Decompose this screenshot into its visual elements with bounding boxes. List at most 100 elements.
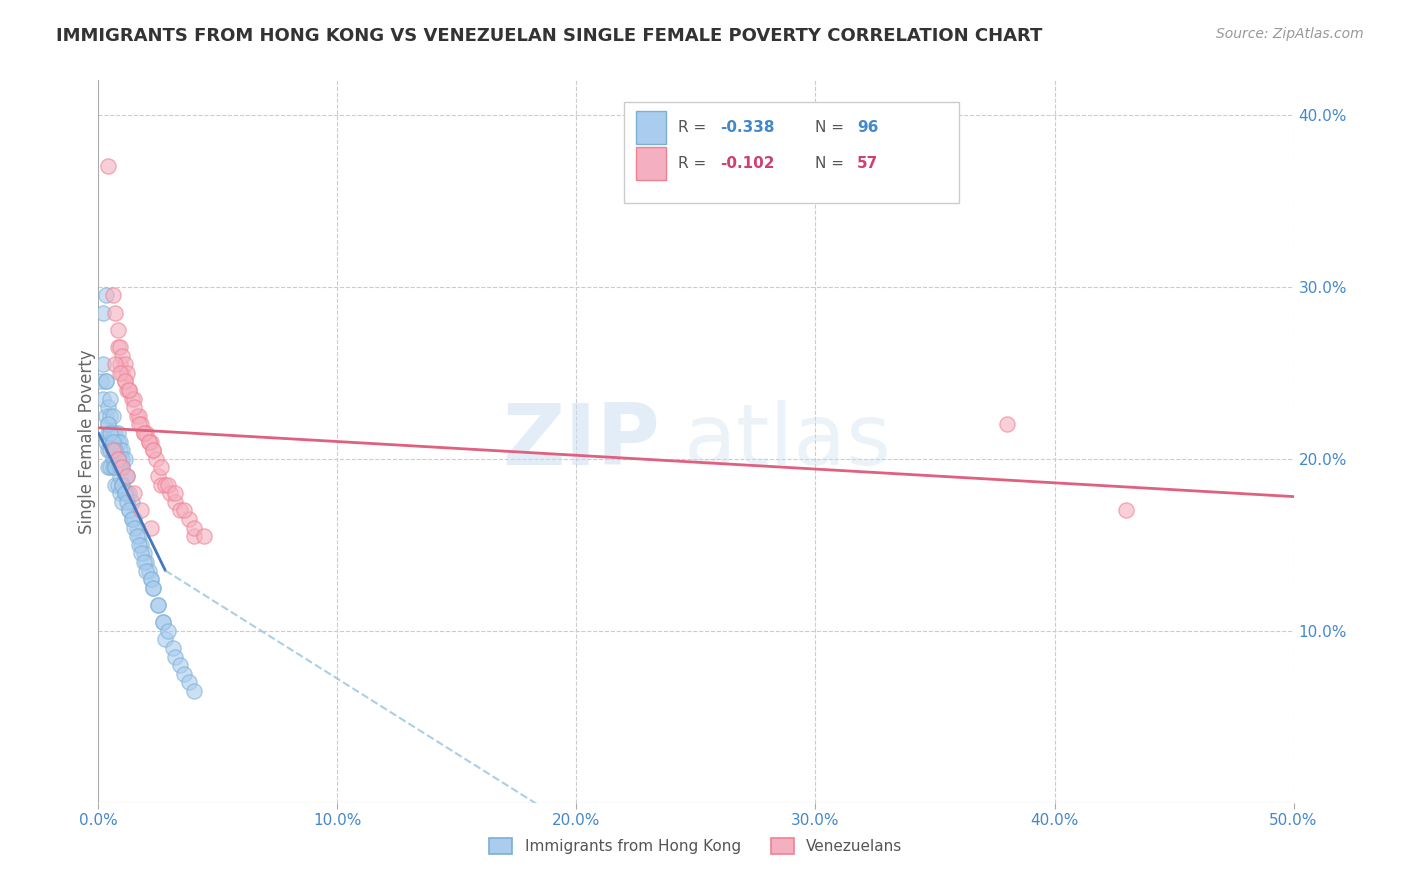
Point	[173, 503, 195, 517]
Point	[111, 366, 134, 380]
Point	[128, 417, 150, 432]
Point	[124, 520, 146, 534]
Text: ZIP: ZIP	[502, 400, 661, 483]
Point	[142, 581, 165, 595]
Point	[111, 349, 134, 363]
Point	[139, 520, 162, 534]
Point	[148, 598, 170, 612]
Point	[193, 529, 215, 543]
Point	[138, 434, 160, 449]
Point	[101, 434, 124, 449]
Point	[132, 425, 155, 440]
Point	[128, 409, 150, 423]
Point	[98, 434, 122, 449]
Text: 96: 96	[858, 120, 879, 135]
Text: atlas: atlas	[685, 400, 891, 483]
Point	[132, 546, 155, 560]
Point	[115, 469, 138, 483]
Point	[107, 477, 129, 491]
Point	[121, 512, 143, 526]
Point	[121, 512, 143, 526]
Point	[1115, 503, 1137, 517]
Point	[124, 400, 146, 414]
Point	[98, 460, 122, 475]
Point	[108, 357, 131, 371]
Point	[114, 375, 136, 389]
Point	[104, 460, 127, 475]
Point	[139, 572, 162, 586]
Point	[128, 538, 150, 552]
Point	[145, 451, 167, 466]
Point	[124, 392, 146, 406]
Point	[111, 477, 134, 491]
Text: IMMIGRANTS FROM HONG KONG VS VENEZUELAN SINGLE FEMALE POVERTY CORRELATION CHART: IMMIGRANTS FROM HONG KONG VS VENEZUELAN …	[56, 27, 1043, 45]
Point	[173, 666, 195, 681]
Point	[104, 477, 127, 491]
Point	[104, 451, 127, 466]
Point	[995, 417, 1018, 432]
Point	[107, 340, 129, 354]
Point	[114, 469, 136, 483]
Point	[111, 451, 134, 466]
Point	[179, 675, 201, 690]
Point	[111, 494, 134, 508]
Point	[108, 469, 131, 483]
Point	[163, 494, 186, 508]
Point	[97, 159, 120, 173]
Point	[125, 409, 148, 423]
Text: -0.338: -0.338	[720, 120, 775, 135]
Point	[104, 434, 127, 449]
Point	[97, 460, 120, 475]
Point	[148, 469, 170, 483]
Point	[115, 494, 138, 508]
Point	[101, 443, 124, 458]
FancyBboxPatch shape	[624, 102, 959, 203]
Point	[135, 555, 157, 569]
Point	[114, 357, 136, 371]
Point	[114, 486, 136, 500]
Point	[107, 451, 129, 466]
Point	[156, 624, 179, 638]
Point	[91, 392, 114, 406]
Point	[115, 383, 138, 397]
Point	[149, 477, 172, 491]
Point	[125, 520, 148, 534]
Point	[98, 425, 122, 440]
Point	[97, 417, 120, 432]
Point	[104, 425, 127, 440]
Point	[94, 434, 117, 449]
Point	[159, 486, 181, 500]
Point	[108, 443, 131, 458]
Point	[131, 417, 153, 432]
Point	[91, 357, 114, 371]
Point	[115, 366, 138, 380]
Point	[163, 486, 186, 500]
Point	[155, 477, 177, 491]
Point	[101, 451, 124, 466]
Point	[118, 383, 141, 397]
Point	[152, 615, 174, 630]
Point	[183, 684, 205, 698]
Point	[118, 503, 141, 517]
Point	[149, 460, 172, 475]
Point	[107, 434, 129, 449]
Point	[111, 460, 134, 475]
Point	[91, 305, 114, 319]
Legend: Immigrants from Hong Kong, Venezuelans: Immigrants from Hong Kong, Venezuelans	[484, 832, 908, 860]
Point	[97, 417, 120, 432]
Point	[121, 494, 143, 508]
Point	[111, 460, 134, 475]
Point	[121, 392, 143, 406]
Point	[101, 460, 124, 475]
Y-axis label: Single Female Poverty: Single Female Poverty	[79, 350, 96, 533]
Point	[101, 409, 124, 423]
Point	[107, 460, 129, 475]
Point	[131, 546, 153, 560]
Point	[169, 658, 191, 673]
Point	[139, 572, 162, 586]
Point	[138, 434, 160, 449]
Text: 57: 57	[858, 156, 879, 171]
Point	[118, 503, 141, 517]
Point	[104, 305, 127, 319]
Point	[142, 443, 165, 458]
